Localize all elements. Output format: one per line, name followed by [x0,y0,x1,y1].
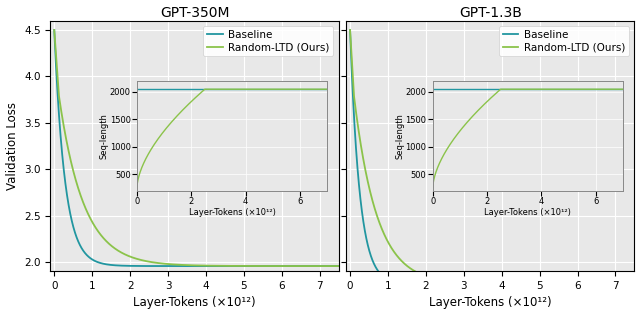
Title: GPT-1.3B: GPT-1.3B [459,6,522,20]
Line: Baseline: Baseline [350,30,634,284]
Random-LTD (Ours) [580,282,588,286]
Random-LTD (Ours) [262,264,270,268]
Baseline [346,28,354,32]
Baseline [51,28,58,32]
Random-LTD (Ours) [284,264,292,268]
Legend: Baseline, Random-LTD (Ours): Baseline, Random-LTD (Ours) [203,26,333,56]
Baseline [516,282,524,286]
Baseline [335,264,342,268]
Line: Random-LTD (Ours): Random-LTD (Ours) [350,30,634,284]
Random-LTD (Ours) [630,282,638,286]
X-axis label: Layer-Tokens (×10¹²): Layer-Tokens (×10¹²) [133,296,256,309]
Random-LTD (Ours) [335,264,342,268]
Title: GPT-350M: GPT-350M [160,6,229,20]
Baseline [284,264,292,268]
Line: Random-LTD (Ours): Random-LTD (Ours) [54,30,339,266]
Random-LTD (Ours) [455,280,463,284]
Random-LTD (Ours) [102,239,109,243]
Baseline [559,282,566,286]
Baseline [159,264,167,268]
Random-LTD (Ours) [159,262,167,266]
Baseline [236,264,243,268]
Legend: Baseline, Random-LTD (Ours): Baseline, Random-LTD (Ours) [499,26,629,56]
Y-axis label: Validation Loss: Validation Loss [6,102,19,190]
X-axis label: Layer-Tokens (×10¹²): Layer-Tokens (×10¹²) [429,296,552,309]
Baseline [630,282,638,286]
Baseline [398,281,406,285]
Random-LTD (Ours) [51,28,58,32]
Random-LTD (Ours) [236,264,243,268]
Line: Baseline: Baseline [54,30,339,266]
Random-LTD (Ours) [221,264,228,268]
Baseline [580,282,588,286]
Baseline [455,282,463,286]
Random-LTD (Ours) [531,282,539,286]
Random-LTD (Ours) [559,282,566,286]
Random-LTD (Ours) [398,259,406,263]
Random-LTD (Ours) [346,28,354,32]
Baseline [102,262,109,266]
Baseline [262,264,270,268]
Random-LTD (Ours) [516,282,524,286]
Baseline [531,282,539,286]
Baseline [221,264,228,268]
